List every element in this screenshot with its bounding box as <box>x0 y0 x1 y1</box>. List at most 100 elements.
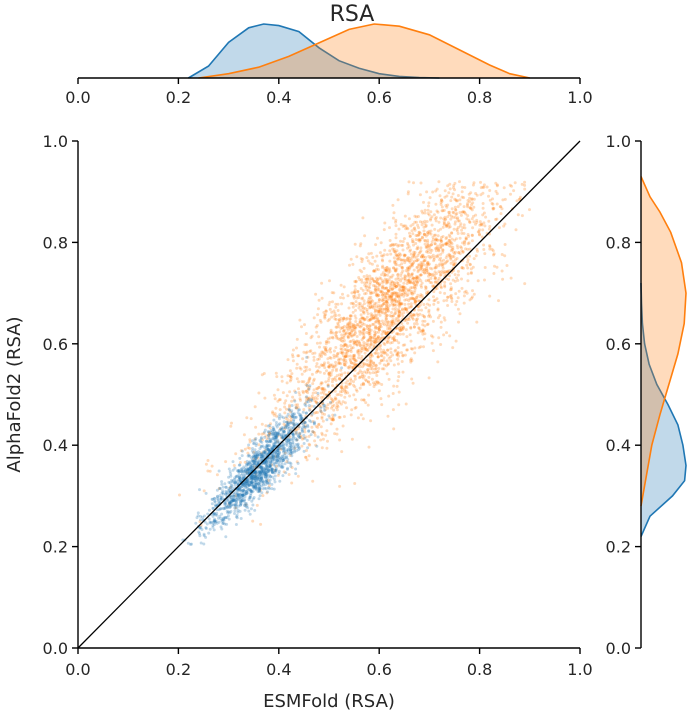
scatter-point-1 <box>373 333 376 337</box>
scatter-point-1 <box>434 237 438 241</box>
scatter-point-1 <box>437 276 441 280</box>
scatter-point-0 <box>302 442 306 445</box>
scatter-point-1 <box>423 208 427 212</box>
scatter-point-1 <box>356 416 360 420</box>
scatter-point-0 <box>247 443 251 447</box>
scatter-point-1 <box>434 254 438 258</box>
scatter-point-1 <box>386 309 390 313</box>
scatter-point-1 <box>380 383 384 386</box>
scatter-point-1 <box>292 422 296 426</box>
y-tick-label-2: 0.4 <box>43 436 68 455</box>
scatter-point-1 <box>377 381 381 385</box>
scatter-point-1 <box>357 348 361 352</box>
scatter-point-1 <box>270 463 274 467</box>
scatter-point-1 <box>428 266 432 270</box>
scatter-point-0 <box>202 532 206 536</box>
scatter-point-1 <box>395 267 399 271</box>
scatter-point-1 <box>368 282 372 286</box>
scatter-point-1 <box>492 252 496 256</box>
scatter-point-1 <box>413 285 417 289</box>
scatter-point-1 <box>357 296 361 300</box>
scatter-point-1 <box>441 266 445 270</box>
scatter-point-1 <box>462 196 466 200</box>
scatter-point-1 <box>440 235 443 239</box>
x-tick-label-5: 1.0 <box>567 660 592 679</box>
scatter-point-1 <box>413 226 417 230</box>
scatter-point-1 <box>376 294 379 298</box>
scatter-point-1 <box>444 270 448 274</box>
scatter-point-0 <box>268 464 272 468</box>
scatter-point-1 <box>436 238 440 242</box>
scatter-point-1 <box>423 233 426 237</box>
scatter-point-0 <box>267 468 271 472</box>
scatter-point-1 <box>385 298 389 302</box>
scatter-point-1 <box>391 243 395 247</box>
scatter-point-1 <box>337 393 341 396</box>
scatter-point-1 <box>283 401 287 405</box>
scatter-point-1 <box>320 355 323 358</box>
scatter-point-1 <box>424 286 428 289</box>
scatter-point-1 <box>423 332 427 336</box>
scatter-point-0 <box>221 485 225 489</box>
scatter-point-1 <box>477 230 481 234</box>
scatter-point-1 <box>346 323 349 327</box>
scatter-point-1 <box>456 269 460 273</box>
scatter-point-0 <box>202 514 206 518</box>
scatter-point-1 <box>406 279 410 283</box>
scatter-point-1 <box>378 361 382 365</box>
scatter-point-1 <box>395 294 399 298</box>
scatter-point-1 <box>373 383 377 386</box>
scatter-point-1 <box>411 222 415 226</box>
scatter-point-1 <box>374 279 378 283</box>
scatter-point-1 <box>426 238 430 242</box>
scatter-point-0 <box>260 455 264 459</box>
scatter-point-1 <box>495 202 499 206</box>
scatter-point-1 <box>483 224 487 228</box>
scatter-point-1 <box>418 273 422 277</box>
scatter-point-1 <box>480 222 484 226</box>
scatter-point-1 <box>369 295 373 299</box>
scatter-point-0 <box>228 486 232 490</box>
scatter-point-1 <box>311 382 315 386</box>
scatter-point-1 <box>312 411 316 415</box>
scatter-point-1 <box>442 223 446 226</box>
scatter-point-1 <box>299 398 302 402</box>
scatter-point-1 <box>361 316 365 320</box>
scatter-point-1 <box>417 233 421 237</box>
scatter-point-0 <box>319 406 323 410</box>
scatter-point-1 <box>409 339 413 343</box>
scatter-point-1 <box>364 348 368 351</box>
scatter-point-1 <box>316 358 320 361</box>
scatter-point-1 <box>353 280 357 283</box>
scatter-point-1 <box>383 273 387 276</box>
scatter-point-1 <box>400 243 404 247</box>
scatter-point-0 <box>304 411 308 415</box>
scatter-point-1 <box>342 354 345 358</box>
scatter-point-1 <box>388 259 392 263</box>
scatter-point-1 <box>421 255 425 259</box>
scatter-point-1 <box>377 327 381 331</box>
scatter-point-1 <box>328 279 331 283</box>
scatter-point-1 <box>368 344 372 348</box>
scatter-point-1 <box>353 406 357 410</box>
scatter-point-1 <box>394 299 398 303</box>
scatter-point-0 <box>260 440 264 444</box>
scatter-point-1 <box>372 361 376 365</box>
scatter-point-0 <box>308 408 311 412</box>
scatter-point-1 <box>399 329 403 332</box>
scatter-point-1 <box>275 414 279 418</box>
scatter-point-1 <box>386 320 390 324</box>
scatter-point-1 <box>344 361 348 365</box>
scatter-point-1 <box>418 268 422 272</box>
scatter-point-1 <box>381 264 385 268</box>
scatter-point-1 <box>334 302 338 306</box>
scatter-point-1 <box>369 367 373 371</box>
scatter-point-1 <box>451 346 455 350</box>
scatter-point-1 <box>377 309 381 313</box>
scatter-point-1 <box>374 371 377 375</box>
scatter-point-1 <box>373 259 377 263</box>
scatter-point-1 <box>403 292 407 296</box>
scatter-point-1 <box>433 270 437 274</box>
scatter-point-1 <box>463 186 467 189</box>
scatter-point-1 <box>424 279 428 283</box>
